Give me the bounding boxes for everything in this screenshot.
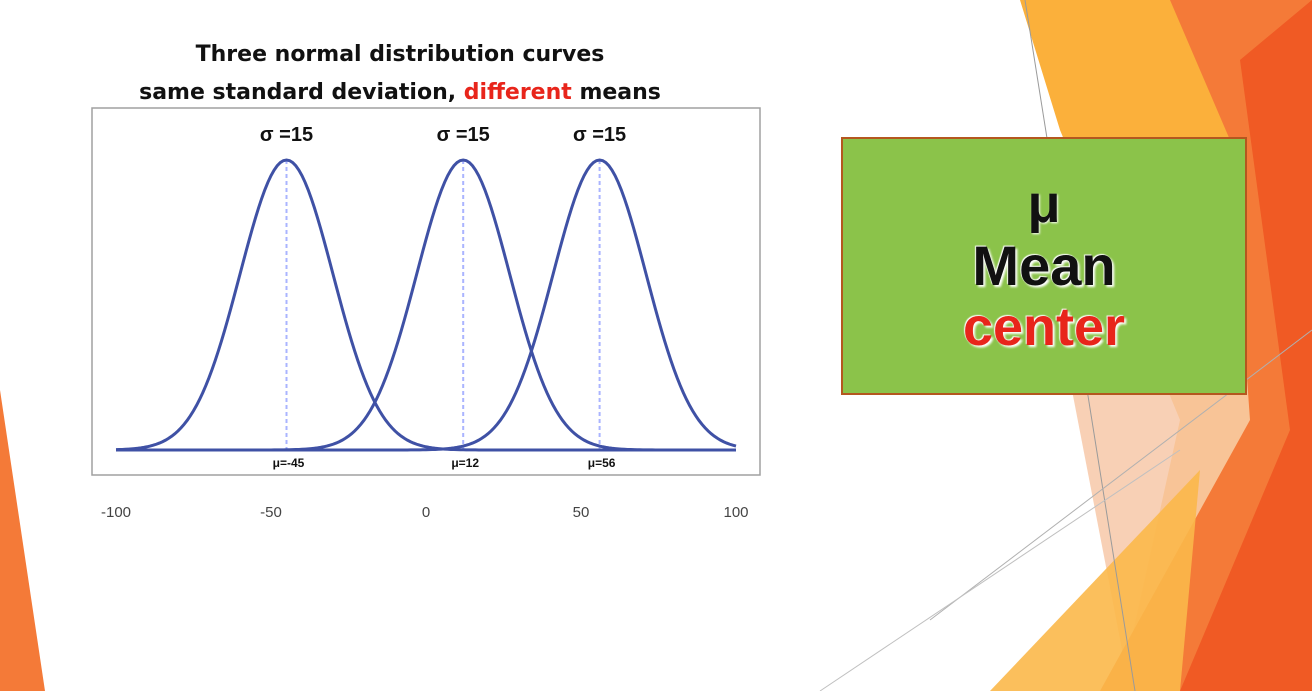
- mean-label-3: μ=56: [582, 455, 621, 471]
- decor-line: [929, 329, 1312, 621]
- normal-distribution-chart: -100 -50 0 50 100: [91, 107, 761, 521]
- right-red-orange-shape: [1180, 0, 1312, 691]
- x-tick-label: 100: [723, 504, 748, 521]
- title-suffix: means: [579, 80, 661, 105]
- x-tick-label: -50: [260, 504, 282, 521]
- x-tick-label: 0: [422, 504, 430, 521]
- right-amber-triangle: [990, 470, 1200, 691]
- mean-label-2: μ=12: [446, 455, 485, 471]
- chart-title-line2: same standard deviation, different means: [70, 78, 730, 108]
- mean-word: Mean: [972, 233, 1116, 297]
- distribution-curve-3: [116, 158, 737, 452]
- center-word: center: [962, 297, 1126, 358]
- x-tick-label: 50: [573, 504, 590, 521]
- sigma-label-3: σ =15: [573, 124, 627, 146]
- title-highlight: different: [463, 80, 572, 105]
- title-prefix: same standard deviation,: [139, 80, 457, 105]
- chart-title-line1: Three normal distribution curves: [195, 42, 605, 67]
- mean-definition-box: μ Mean center: [841, 137, 1247, 395]
- mu-symbol: μ: [1027, 174, 1061, 235]
- left-orange-stripe: [0, 390, 45, 691]
- decor-line: [819, 449, 1181, 691]
- sigma-label-1: σ =15: [259, 124, 314, 146]
- mean-label-1: μ=-45: [267, 455, 310, 471]
- x-tick-label: -100: [101, 504, 131, 521]
- sigma-label-2: σ =15: [436, 124, 490, 146]
- plot-frame: [91, 107, 761, 476]
